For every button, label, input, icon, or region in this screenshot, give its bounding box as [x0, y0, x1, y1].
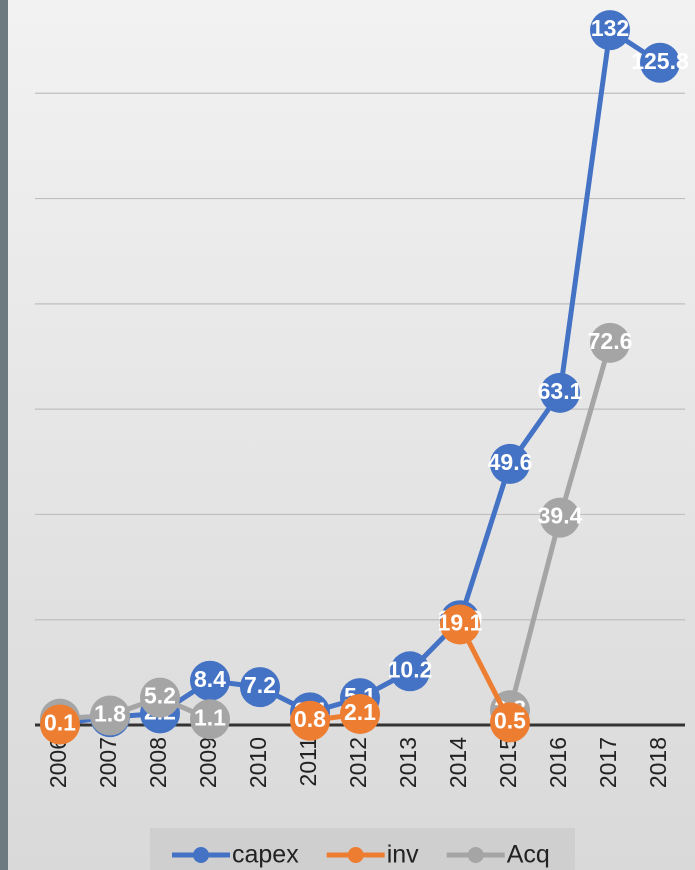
- x-tick-label: 2018: [645, 737, 671, 788]
- data-label: 63.1: [538, 378, 583, 404]
- legend-label: Acq: [507, 841, 550, 869]
- x-tick-label: 2012: [345, 737, 371, 788]
- data-label: 0.8: [294, 706, 326, 732]
- x-tick-label: 2017: [595, 737, 621, 788]
- x-tick-label: 2014: [445, 737, 471, 788]
- legend-label: capex: [232, 841, 299, 869]
- data-label: 10.2: [388, 656, 433, 682]
- x-tick-label: 2013: [395, 737, 421, 788]
- data-label: 0.5: [494, 707, 526, 733]
- data-label: 5.2: [144, 683, 176, 709]
- edge-strip: [0, 0, 8, 870]
- x-tick-label: 2010: [245, 737, 271, 788]
- legend-marker: [348, 847, 364, 863]
- legend-marker: [468, 847, 484, 863]
- x-tick-label: 2011: [295, 737, 321, 786]
- chart: 2006 2007 2008 2009 2010 2011 2012 2013 2014 2015…: [0, 0, 695, 870]
- x-tick-label: 2006: [45, 737, 71, 788]
- data-label: 0.1: [44, 710, 76, 736]
- data-label: 1.1: [194, 704, 226, 730]
- x-tick-label: 2007: [95, 737, 121, 788]
- x-tick-label: 2016: [545, 737, 571, 788]
- x-tick-label: 2015: [495, 737, 521, 788]
- data-label: 8.4: [194, 666, 226, 692]
- data-label: 39.4: [538, 503, 583, 529]
- x-tick-label: 2009: [195, 737, 221, 788]
- data-label: 132: [591, 15, 629, 41]
- data-label: 2.1: [344, 699, 376, 725]
- data-label: 7.2: [244, 672, 276, 698]
- data-label: 19.1: [438, 610, 483, 636]
- data-label: 1.8: [94, 701, 126, 727]
- legend-marker: [193, 847, 209, 863]
- data-label: 125.8: [631, 48, 689, 74]
- data-label: 49.6: [488, 449, 533, 475]
- x-tick-label: 2008: [145, 737, 171, 788]
- legend-label: inv: [387, 841, 419, 869]
- data-label: 72.6: [588, 328, 633, 354]
